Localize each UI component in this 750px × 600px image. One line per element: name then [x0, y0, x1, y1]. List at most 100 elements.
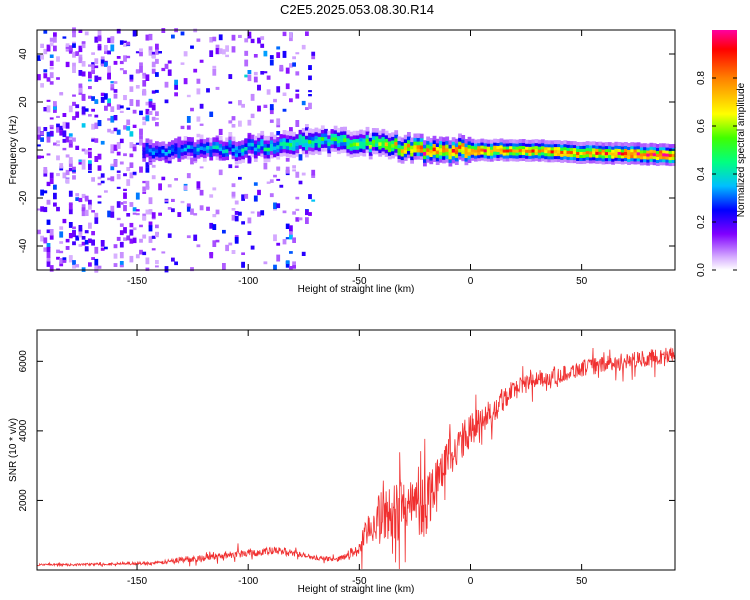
ridge-cell — [617, 154, 622, 158]
ridge-cell — [655, 153, 660, 157]
ridge-cell — [161, 145, 166, 150]
ridge-cell — [502, 151, 507, 156]
ridge-cell — [521, 151, 526, 155]
x-tick-label: -100 — [238, 276, 258, 287]
ridge-cell — [327, 134, 332, 139]
ridge-cell — [438, 154, 443, 160]
ridge-cell — [614, 159, 619, 164]
noise-cell — [94, 258, 99, 266]
noise-cell — [91, 177, 95, 182]
noise-cell — [49, 265, 54, 272]
noise-cell — [129, 86, 134, 92]
noise-cell — [123, 205, 127, 212]
ridge-cell — [665, 152, 670, 157]
x-tick-label: 0 — [468, 576, 474, 587]
ridge-cell — [474, 145, 478, 150]
noise-cell — [253, 76, 258, 83]
ridge-cell — [512, 151, 517, 156]
noise-cell — [132, 207, 137, 212]
noise-cell — [151, 175, 156, 180]
ridge-cell — [652, 143, 657, 148]
ridge-cell — [320, 132, 325, 138]
ridge-cell — [279, 141, 284, 146]
noise-cell — [142, 191, 147, 194]
ridge-cell — [295, 152, 300, 157]
ridge-cell — [646, 143, 651, 148]
ridge-cell — [387, 144, 392, 149]
ridge-cell — [305, 131, 309, 136]
noise-cell — [113, 144, 118, 151]
noise-cell — [285, 261, 290, 268]
noise-cell — [295, 217, 300, 222]
noise-cell — [145, 167, 150, 173]
ridge-cell — [569, 153, 574, 158]
ridge-cell — [371, 135, 376, 140]
ridge-cell — [505, 139, 510, 144]
ridge-cell — [483, 148, 488, 153]
noise-cell — [308, 194, 312, 200]
ridge-cell — [384, 137, 389, 143]
ridge-cell — [362, 151, 367, 157]
ridge-cell — [413, 133, 418, 139]
noise-cell — [276, 178, 281, 181]
noise-cell — [190, 157, 194, 165]
noise-cell — [298, 154, 303, 161]
ridge-cell — [451, 151, 456, 157]
noise-cell — [180, 31, 185, 36]
ridge-cell — [442, 140, 446, 146]
ridge-cell — [534, 145, 539, 150]
ridge-cell — [423, 158, 427, 163]
noise-cell — [59, 231, 64, 238]
ridge-cell — [209, 137, 214, 143]
noise-cell — [135, 51, 140, 54]
ridge-cell — [279, 144, 284, 150]
noise-cell — [225, 54, 229, 58]
noise-cell — [148, 225, 153, 232]
noise-cell — [250, 113, 255, 119]
ridge-cell — [614, 153, 619, 158]
noise-cell — [75, 111, 80, 118]
ridge-cell — [215, 144, 220, 150]
ridge-cell — [518, 142, 523, 147]
ridge-cell — [327, 141, 332, 147]
noise-cell — [59, 163, 64, 169]
ridge-cell — [438, 143, 443, 149]
ridge-cell — [250, 152, 255, 158]
ridge-cell — [212, 144, 217, 150]
noise-cell — [88, 64, 92, 67]
ridge-cell — [292, 135, 296, 141]
noise-cell — [206, 206, 210, 211]
ridge-cell — [336, 127, 341, 133]
noise-cell — [81, 107, 86, 115]
ridge-cell — [454, 156, 459, 162]
ridge-cell — [470, 156, 475, 161]
ridge-cell — [464, 149, 469, 155]
noise-cell — [276, 166, 281, 170]
ridge-cell — [164, 147, 169, 152]
ridge-cell — [356, 152, 360, 157]
ridge-cell — [426, 140, 430, 145]
noise-cell — [244, 193, 249, 199]
noise-cell — [244, 74, 249, 78]
noise-cell — [104, 45, 108, 52]
noise-cell — [49, 125, 54, 128]
noise-cell — [110, 36, 115, 44]
noise-cell — [238, 100, 242, 106]
noise-cell — [142, 74, 147, 79]
ridge-cell — [225, 148, 229, 153]
noise-cell — [186, 205, 191, 212]
ridge-cell — [458, 140, 462, 146]
ridge-cell — [572, 153, 577, 158]
noise-cell — [238, 211, 242, 216]
ridge-cell — [193, 153, 198, 158]
ridge-cell — [490, 139, 494, 144]
noise-cell — [174, 92, 178, 97]
ridge-cell — [499, 147, 504, 152]
noise-cell — [113, 115, 118, 121]
ridge-cell — [202, 146, 207, 151]
noise-cell — [132, 212, 137, 215]
noise-cell — [91, 108, 95, 112]
noise-cell — [142, 116, 147, 121]
noise-cell — [72, 43, 76, 48]
ridge-cell — [588, 153, 593, 158]
